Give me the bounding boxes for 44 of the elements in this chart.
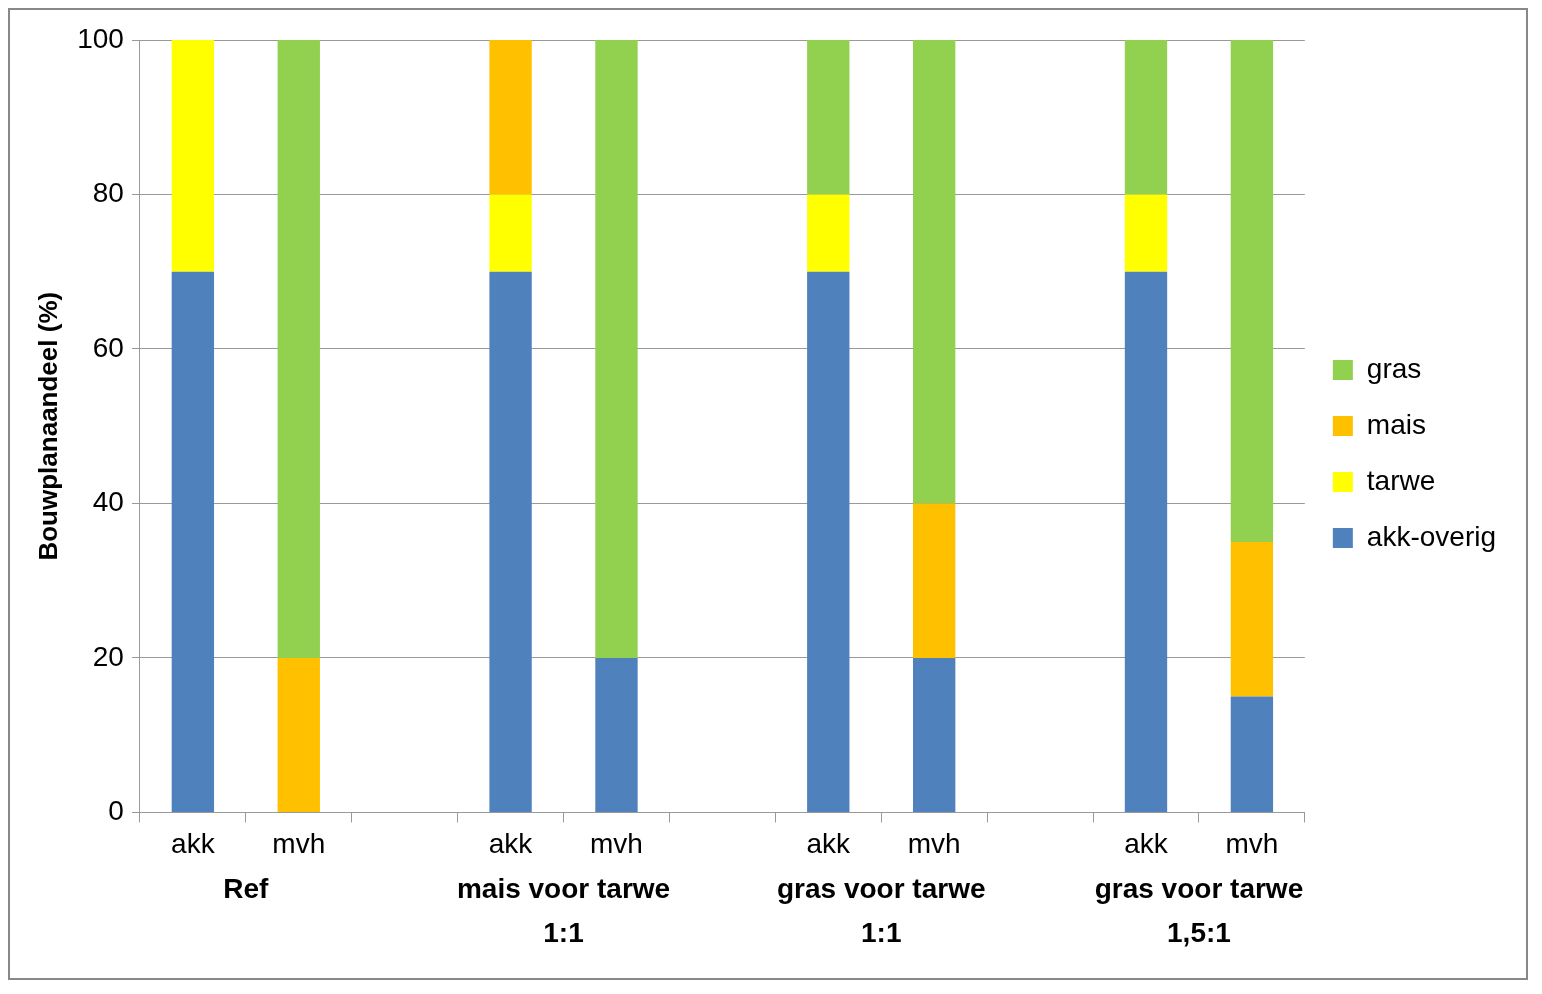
bar [489,271,532,812]
bar [913,503,956,658]
bar [807,271,850,812]
x-tick-label: akk [488,827,534,859]
y-tick-label: 60 [92,331,124,363]
bar [1124,271,1168,812]
bar [171,271,215,812]
text: mais voor tarwe 1:1 [456,872,671,948]
x-tick-label: mvh [272,827,326,859]
legend-label: akk-overig [1366,520,1497,552]
bar [595,40,638,658]
bar [807,194,850,272]
y-tick-label: 80 [92,177,124,209]
x-tick-label: mvh [1225,827,1279,859]
bar [489,40,532,195]
y-axis-title: Bouwplanaandeel (%) [32,291,63,561]
x-tick-label: akk [171,827,216,859]
x-tick-label: akk [806,827,852,859]
bar [913,657,956,812]
bar [807,40,850,195]
text: gras voor tarwe 1:1 [776,872,986,948]
bar [1230,696,1274,812]
bar [1230,542,1274,697]
bar [1230,40,1274,543]
bar [277,657,320,812]
legend-label: tarwe [1366,464,1436,496]
x-tick-label: mvh [907,827,961,859]
x-tick-label: akk [1124,827,1169,859]
legend-label: mais [1366,408,1426,440]
legend-label: gras [1366,352,1422,384]
bar [913,40,956,504]
bar [595,657,638,812]
y-tick-label: 100 [77,22,124,54]
bar [171,40,215,272]
bar [489,194,532,272]
text: Ref [223,872,270,904]
bar [1124,40,1168,195]
bar [277,40,320,658]
bar [1124,194,1168,272]
x-tick-label: mvh [590,827,643,859]
y-tick-label: 40 [92,486,124,518]
y-tick-label: 20 [92,640,124,672]
text: gras voor tarwe 1,5:1 [1094,872,1304,948]
y-tick-label: 0 [108,795,124,827]
